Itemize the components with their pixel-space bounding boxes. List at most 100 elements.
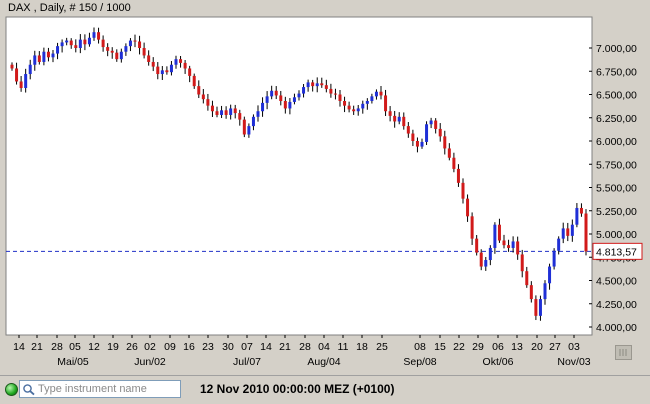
candle xyxy=(179,55,183,68)
y-tick-label: 4.000,00 xyxy=(596,322,637,334)
candle xyxy=(561,222,565,244)
candle xyxy=(493,222,497,254)
candle xyxy=(343,96,347,113)
search-icon xyxy=(23,384,35,396)
y-tick-label: 6.750,00 xyxy=(596,66,637,78)
candle-body xyxy=(461,182,465,199)
candle xyxy=(229,104,233,120)
x-month-label: Jul/07 xyxy=(233,356,261,368)
candle xyxy=(497,218,501,243)
candle xyxy=(124,43,128,56)
candle xyxy=(575,203,579,228)
x-day-label: 15 xyxy=(434,341,446,353)
chart-resize-grip[interactable] xyxy=(615,345,632,360)
x-day-label: 03 xyxy=(568,341,580,353)
candle-body xyxy=(479,252,483,267)
candle xyxy=(347,101,351,113)
candle xyxy=(197,80,201,99)
status-bar: 12 Nov 2010 00:00:00 MEZ (+0100) xyxy=(0,375,650,404)
candle-body xyxy=(529,285,533,300)
candle xyxy=(233,104,237,119)
chart-area[interactable]: 7.000,00 6.750,00 6.500,00 6.250,00 6.000,00… xyxy=(0,0,650,375)
candle-body xyxy=(174,59,178,65)
candle xyxy=(520,249,524,278)
chart-title: DAX , Daily, # 150 / 1000 xyxy=(8,2,131,14)
candle xyxy=(425,121,429,145)
candle xyxy=(461,178,465,204)
candle xyxy=(566,222,570,242)
candle xyxy=(306,79,310,92)
candle xyxy=(46,47,50,62)
candle-body xyxy=(210,105,214,112)
candle-body xyxy=(42,51,46,62)
candle-body xyxy=(466,198,470,217)
candle-body xyxy=(201,94,205,100)
candle xyxy=(443,130,447,155)
instrument-search-box[interactable] xyxy=(19,380,181,398)
candle-body xyxy=(251,116,255,127)
candle xyxy=(311,79,315,92)
candle xyxy=(28,59,32,80)
candle-body xyxy=(365,101,369,104)
y-tick-label: 4.250,00 xyxy=(596,299,637,311)
candle-body xyxy=(46,51,50,58)
candle-body xyxy=(543,283,547,300)
x-day-label: 08 xyxy=(414,341,426,353)
x-month-label: Aug/04 xyxy=(307,356,340,368)
candle xyxy=(106,43,110,57)
candle xyxy=(384,89,388,116)
candle xyxy=(242,116,246,138)
candle-body xyxy=(525,271,529,286)
candle-body xyxy=(411,133,415,141)
x-month-label: Okt/06 xyxy=(483,356,514,368)
x-day-label: 02 xyxy=(144,341,156,353)
candle-body xyxy=(97,32,101,40)
x-day-label: 22 xyxy=(453,341,465,353)
candle-body xyxy=(402,116,406,127)
candle xyxy=(19,75,23,92)
candle-body xyxy=(24,74,28,88)
candle-body xyxy=(160,70,164,75)
candle-body xyxy=(575,207,579,225)
candle xyxy=(397,112,401,125)
candle-body xyxy=(56,46,60,54)
x-day-label: 19 xyxy=(107,341,119,353)
candle-body xyxy=(261,102,265,112)
candle xyxy=(470,212,474,245)
candle xyxy=(552,248,556,270)
candle-body xyxy=(142,48,146,56)
candle xyxy=(156,62,160,80)
candle-body xyxy=(101,39,105,48)
candle-body xyxy=(10,64,14,69)
candle xyxy=(379,85,383,100)
candle-body xyxy=(520,254,524,272)
candle-body xyxy=(579,207,583,214)
candle xyxy=(374,89,378,100)
candle-body xyxy=(256,111,260,117)
candle xyxy=(128,38,132,52)
candle xyxy=(288,98,292,115)
candle xyxy=(247,123,251,138)
candle-body xyxy=(434,120,438,129)
candle-body xyxy=(438,128,442,137)
candle xyxy=(188,65,192,83)
x-day-label: 30 xyxy=(222,341,234,353)
candle xyxy=(333,88,337,100)
candle-body xyxy=(470,216,474,239)
x-day-label: 05 xyxy=(69,341,81,353)
candle xyxy=(406,122,410,138)
price-chart[interactable]: 7.000,00 6.750,00 6.500,00 6.250,00 6.000,00… xyxy=(0,0,650,375)
instrument-search-input[interactable] xyxy=(38,382,178,396)
candle xyxy=(484,256,488,271)
candle xyxy=(434,118,438,134)
candle xyxy=(183,59,187,74)
status-timestamp: 12 Nov 2010 00:00:00 MEZ (+0100) xyxy=(200,382,395,396)
candle xyxy=(352,105,356,115)
candle xyxy=(393,110,397,128)
candle xyxy=(488,245,492,266)
candle xyxy=(10,62,14,71)
candle-body xyxy=(115,52,119,60)
x-day-label: 28 xyxy=(299,341,311,353)
candle-body xyxy=(516,241,520,255)
candle-body xyxy=(179,59,183,63)
